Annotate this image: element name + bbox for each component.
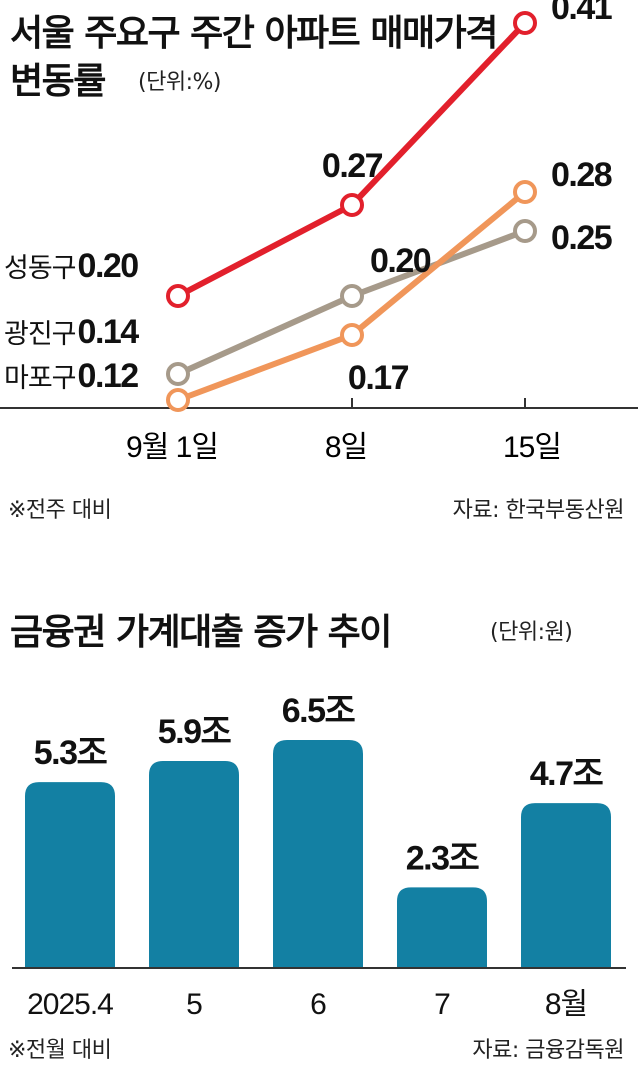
bar-x-label: 2025.4 [27,988,113,1021]
x-axis-ticks [177,398,526,408]
series-name-labels: 성동구0.20 광진구0.14 마포구0.12 [4,247,141,395]
data-point [513,219,537,243]
bar-value-label: 4.7조 [530,755,604,793]
data-point [513,180,537,204]
x-axis-tick-labels: 9월 1일 8일 15일 [126,431,562,464]
value-label: 0.41 [551,0,612,27]
data-point [513,11,537,35]
bar-value-labels: 5.3조 5.9조 6.5조 2.3조 4.7조 [34,692,605,877]
value-label: 0.25 [551,219,612,257]
value-label: 0.17 [348,359,409,397]
chart2-footnote: ※전월 대비 [8,1038,112,1063]
bar [273,740,363,968]
bar [25,782,115,968]
chart1-source: 자료: 한국부동산원 [452,498,625,523]
series-name-label: 마포구0.12 [4,357,138,395]
value-label: 0.28 [551,156,612,194]
bar [149,761,239,968]
x-tick-label: 8일 [325,431,367,464]
data-point [166,388,190,412]
chart1-title-line2: 변동률 [10,61,106,102]
line-value-labels: 0.27 0.41 0.20 0.25 0.17 0.28 [322,0,613,397]
bar-x-label: 8월 [545,988,587,1021]
bar-value-label: 6.5조 [282,692,356,730]
bar-value-label: 2.3조 [406,839,480,877]
data-point [340,323,364,347]
bar-x-label: 6 [310,988,326,1021]
data-point [340,193,364,217]
line-series-group [166,11,537,412]
chart1-unit: (단위:%) [138,70,221,95]
bar-x-tick-labels: 2025.4 5 6 7 8월 [27,988,588,1021]
series-name-label: 성동구0.20 [4,247,138,285]
chart2-unit: (단위:원) [490,620,573,645]
x-tick-label: 15일 [503,431,561,464]
line-chart: 0.27 0.41 0.20 0.25 0.17 0.28 성동구0.20 광진구0.14 마… [0,0,638,464]
data-point [340,284,364,308]
bar-x-label: 5 [186,988,202,1021]
chart1-footnote: ※전주 대비 [8,498,112,523]
bar-chart: 5.3조 5.9조 6.5조 2.3조 4.7조 2025.4 5 6 7 8월 [12,692,626,1021]
bar-group [25,740,611,968]
bar-value-label: 5.9조 [158,713,232,751]
bar [521,803,611,968]
series-name-label: 광진구0.14 [4,313,139,351]
chart2-title: 금융권 가계대출 증가 추이 [10,612,392,653]
data-point [166,284,190,308]
x-tick-label: 9월 1일 [126,431,218,464]
chart2-source: 자료: 금융감독원 [472,1038,624,1063]
bar-value-label: 5.3조 [34,734,108,772]
data-point [166,362,190,386]
value-label: 0.27 [322,147,383,185]
bar [397,887,487,968]
bar-x-label: 7 [434,988,450,1021]
value-label: 0.20 [370,242,431,280]
chart1-title-line1: 서울 주요구 주간 아파트 매매가격 [10,13,498,54]
